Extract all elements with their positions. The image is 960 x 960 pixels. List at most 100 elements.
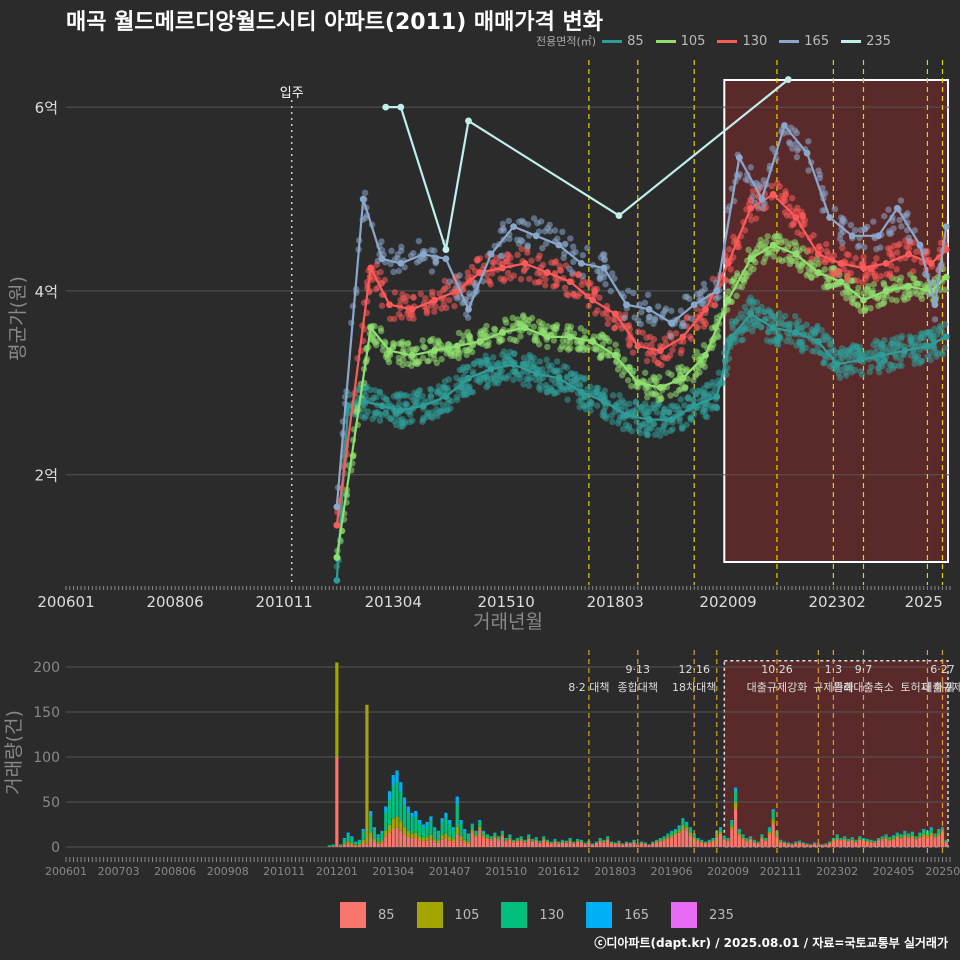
- volume-bar-segment: [463, 839, 467, 843]
- price-marker-130: [905, 250, 913, 258]
- volume-bar-2019-04: [662, 836, 666, 847]
- volume-bar-segment: [395, 770, 399, 782]
- volume-bar-2012-08: [361, 829, 365, 847]
- volume-bar-segment: [523, 840, 527, 842]
- volume-bar-segment: [820, 845, 824, 847]
- price-point-130: [395, 310, 403, 318]
- legend-label-235: 235: [866, 33, 891, 49]
- volume-legend-item-130: 130: [501, 902, 564, 928]
- volume-bar-segment: [865, 838, 869, 840]
- volume-bar-segment: [474, 830, 478, 832]
- volume-bar-2018-08: [632, 839, 636, 847]
- price-point-165: [795, 145, 802, 152]
- price-point-165: [570, 258, 577, 266]
- volume-bar-segment: [670, 837, 674, 847]
- volume-bar-segment: [436, 840, 441, 843]
- volume-bar-segment: [733, 790, 738, 803]
- volume-bar-segment: [455, 796, 459, 805]
- volume-bar-segment: [594, 841, 598, 843]
- price-point-105: [682, 384, 689, 391]
- price-point-85: [376, 417, 384, 424]
- legend-item-130: 130: [717, 34, 767, 49]
- volume-bar-segment: [444, 817, 448, 834]
- volume-bar-segment: [538, 843, 542, 847]
- price-point-85: [818, 327, 825, 334]
- volume-bar-segment: [481, 830, 486, 832]
- volume-bar-segment: [843, 840, 847, 847]
- volume-bar-segment: [617, 843, 621, 847]
- volume-bar-segment: [624, 841, 629, 843]
- volume-bar-2024-02: [880, 836, 884, 847]
- price-point-165: [551, 227, 559, 234]
- price-marker-85: [465, 374, 472, 382]
- price-point-85: [609, 418, 616, 426]
- volume-bar-2011-11: [327, 845, 331, 848]
- price-point-85: [394, 392, 401, 400]
- price-point-85: [476, 378, 483, 386]
- volume-x-tick-label: 201612: [538, 865, 580, 878]
- price-point-85: [466, 383, 473, 390]
- volume-bar-2023-12: [873, 840, 877, 847]
- volume-bar-segment: [530, 840, 535, 842]
- event-policy-label: 토허제 해제: [900, 680, 954, 694]
- price-point-105: [777, 239, 785, 246]
- legend-label-165: 165: [804, 33, 830, 49]
- price-point-85: [427, 392, 435, 399]
- price-point-165: [655, 303, 662, 310]
- volume-bar-2020-08: [722, 836, 726, 847]
- volume-bar-2014-04: [436, 830, 441, 847]
- price-marker-165: [848, 232, 856, 240]
- volume-bar-segment: [895, 835, 899, 838]
- volume-bar-segment: [696, 840, 700, 841]
- volume-bar-2013-06: [399, 782, 403, 847]
- volume-bar-2021-02: [745, 838, 749, 847]
- price-point-85: [931, 325, 938, 333]
- legend-key-85: [602, 39, 623, 43]
- price-point-165: [546, 227, 554, 235]
- price-point-105: [535, 341, 543, 348]
- y-tick-label: 4억: [35, 283, 58, 301]
- volume-bar-2013-02: [384, 806, 388, 847]
- volume-bar-2012-06: [354, 841, 358, 847]
- price-point-85: [760, 308, 768, 315]
- chart-title: 매곡 월드메르디앙월드시티 아파트(2011) 매매가격 변화: [66, 10, 604, 35]
- price-point-85: [469, 389, 477, 396]
- price-marker-85: [878, 351, 886, 359]
- price-point-85: [465, 363, 472, 371]
- volume-bar-segment: [767, 834, 772, 847]
- volume-bar-2021-01: [741, 834, 745, 847]
- price-point-165: [644, 291, 652, 299]
- x-tick-label: 202302: [809, 593, 866, 611]
- volume-bar-segment: [779, 841, 783, 843]
- price-marker-130: [498, 264, 506, 272]
- price-point-130: [730, 233, 737, 241]
- volume-bar-segment: [688, 828, 693, 833]
- volume-bar-segment: [406, 812, 410, 831]
- price-point-105: [509, 314, 516, 322]
- price-point-85: [651, 431, 659, 438]
- volume-bar-segment: [681, 818, 685, 820]
- price-marker-85: [487, 365, 495, 373]
- volume-bar-segment: [715, 834, 719, 837]
- volume-bar-2013-08: [406, 806, 410, 847]
- price-point-165: [759, 204, 766, 212]
- volume-bar-segment: [797, 842, 802, 843]
- volume-bar-segment: [752, 839, 756, 841]
- price-point-85: [653, 409, 661, 416]
- x-tick-label: 201803: [587, 593, 644, 611]
- volume-bar-segment: [790, 844, 794, 845]
- volume-bar-segment: [534, 837, 538, 840]
- volume-bar-segment: [515, 838, 520, 841]
- price-point-85: [444, 384, 451, 392]
- price-marker-165: [758, 195, 766, 203]
- volume-bar-2016-11: [553, 838, 557, 847]
- price-point-105: [424, 357, 431, 365]
- volume-bar-segment: [910, 832, 914, 836]
- price-marker-105: [453, 342, 461, 350]
- price-point-85: [802, 344, 810, 351]
- volume-bar-segment: [613, 843, 617, 845]
- price-point-130: [888, 262, 895, 269]
- volume-bar-2018-10: [639, 841, 644, 847]
- volume-bar-segment: [933, 834, 937, 837]
